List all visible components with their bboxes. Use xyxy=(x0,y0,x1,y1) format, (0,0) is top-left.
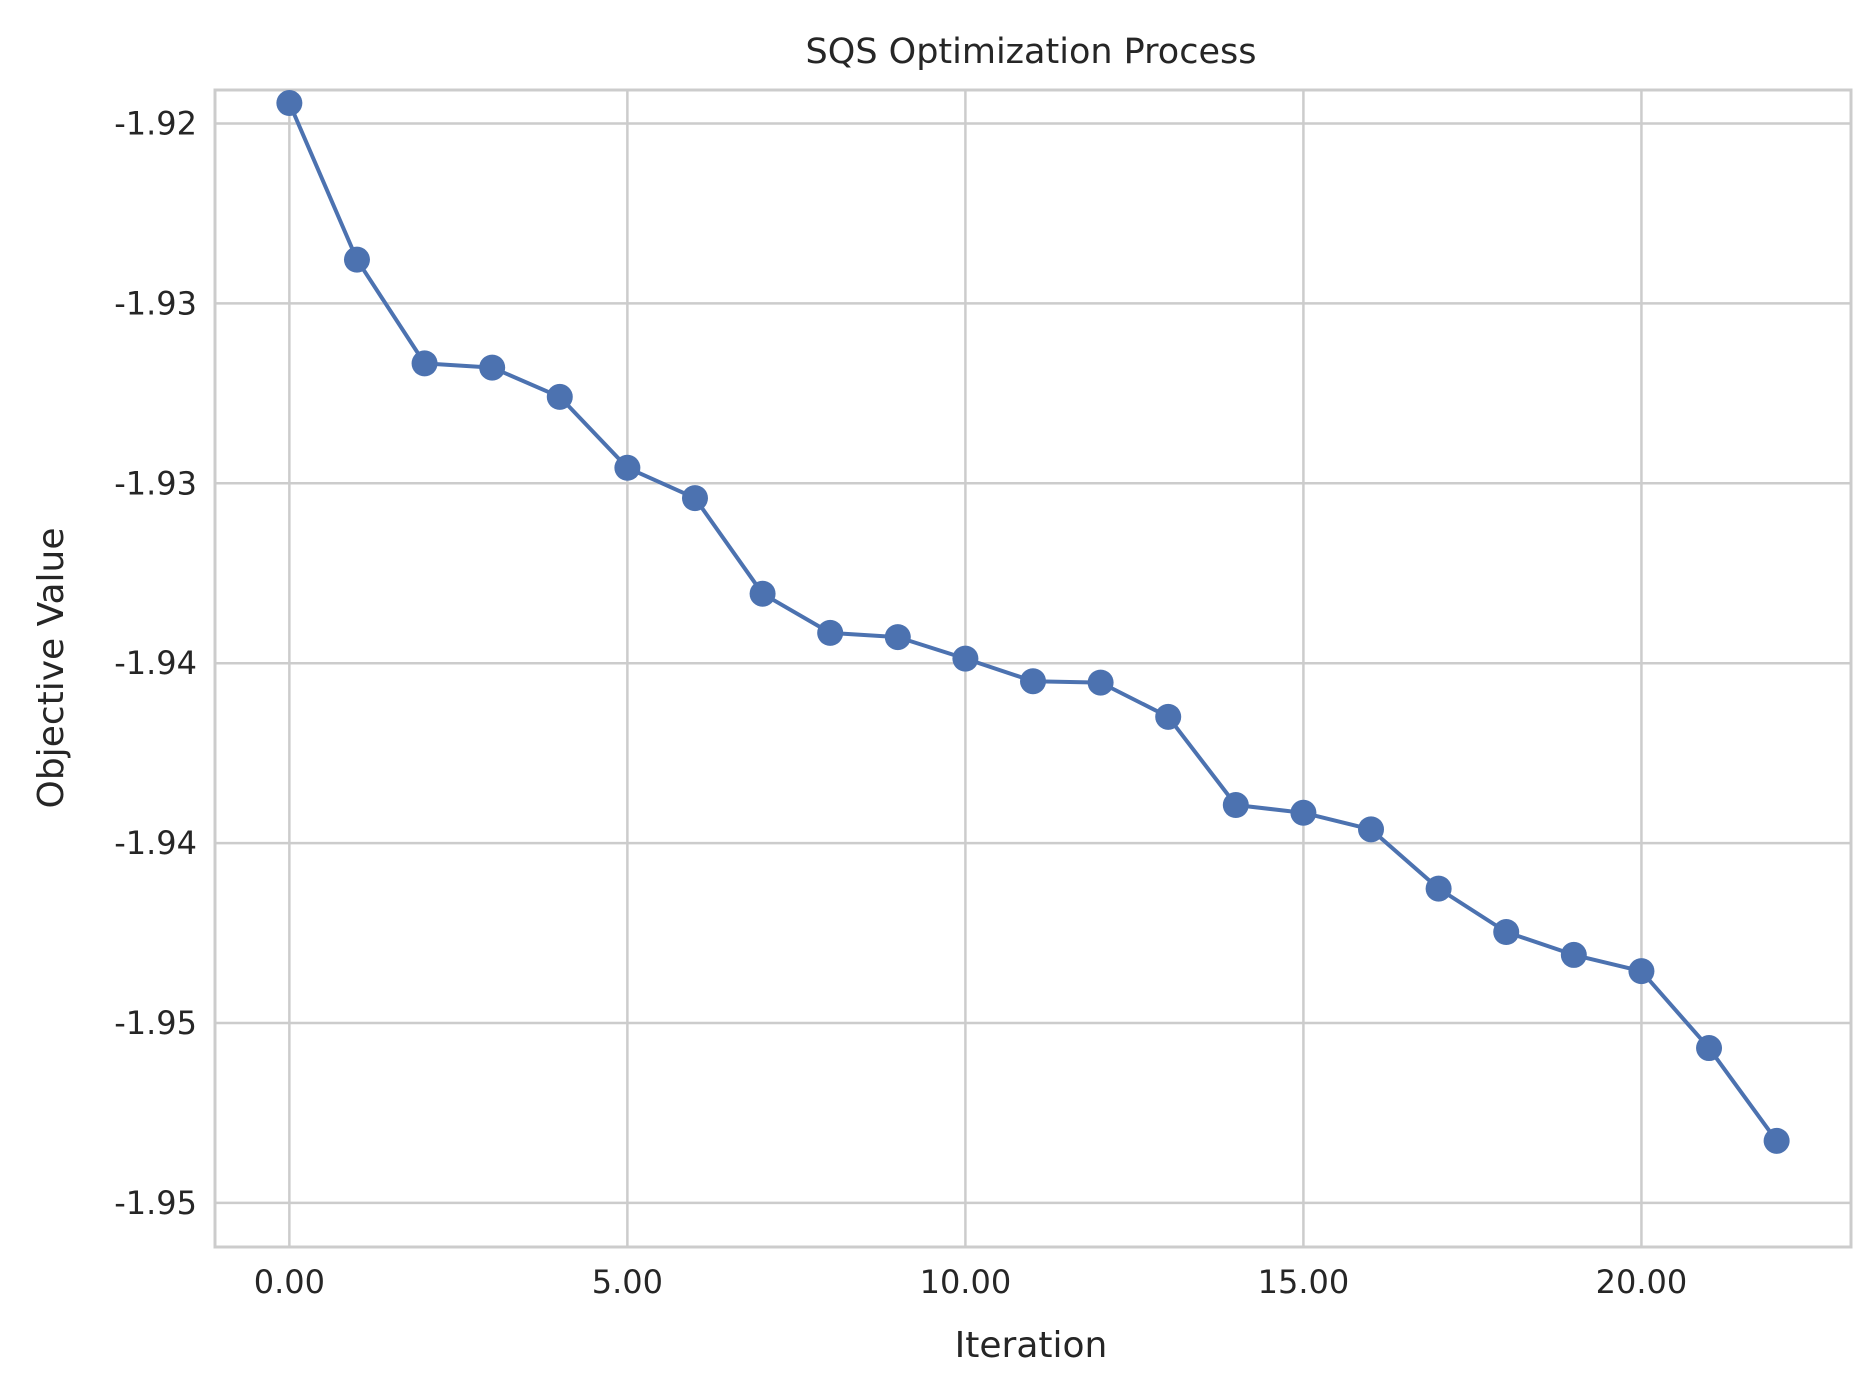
y-tick-label: -1.95 xyxy=(114,1004,197,1042)
data-point xyxy=(546,383,573,410)
data-point xyxy=(749,580,776,607)
x-tick-label: 20.00 xyxy=(1596,1263,1688,1301)
data-point xyxy=(1628,958,1655,985)
plot-frame xyxy=(213,88,1853,1249)
x-tick-label: 10.00 xyxy=(920,1263,1012,1301)
data-point xyxy=(614,454,641,481)
x-axis-ticks: 0.00 5.00 10.00 15.00 20.00 xyxy=(254,1263,1687,1301)
y-tick-label: -1.95 xyxy=(114,1184,197,1222)
y-axis-ticks: -1.92 -1.93 -1.93 -1.94 -1.94 -1.95 -1.95 xyxy=(114,105,197,1222)
y-axis-label: Objective Value xyxy=(31,527,72,808)
data-point xyxy=(1087,669,1114,696)
chart-title: SQS Optimization Process xyxy=(806,32,1257,72)
data-point xyxy=(681,485,708,512)
data-point xyxy=(1493,918,1520,945)
data-point xyxy=(479,354,506,381)
x-tick-label: 5.00 xyxy=(592,1263,663,1301)
series-line xyxy=(287,102,1779,1142)
data-point xyxy=(1358,816,1385,843)
data-point xyxy=(884,624,911,651)
data-point xyxy=(952,645,979,672)
data-point xyxy=(1020,668,1046,695)
data-point xyxy=(411,350,438,377)
y-tick-label: -1.94 xyxy=(114,644,197,682)
data-point xyxy=(817,619,844,646)
data-point xyxy=(1222,792,1249,819)
x-tick-label: 15.00 xyxy=(1258,1263,1350,1301)
y-tick-label: -1.92 xyxy=(114,105,197,143)
data-point xyxy=(343,246,370,273)
data-point xyxy=(1696,1035,1723,1062)
data-point xyxy=(1560,941,1587,968)
y-tick-label: -1.93 xyxy=(114,464,197,502)
data-point xyxy=(1155,703,1182,730)
series-objective xyxy=(276,90,1790,1154)
grid-lines xyxy=(215,90,1851,1247)
data-point xyxy=(1290,799,1317,826)
x-axis-label: Iteration xyxy=(955,1325,1108,1366)
y-tick-label: -1.93 xyxy=(114,284,197,322)
data-point xyxy=(1425,875,1452,902)
data-point xyxy=(1763,1127,1790,1154)
y-tick-label: -1.94 xyxy=(114,824,197,862)
x-tick-label: 0.00 xyxy=(254,1263,325,1301)
data-point xyxy=(276,90,303,117)
